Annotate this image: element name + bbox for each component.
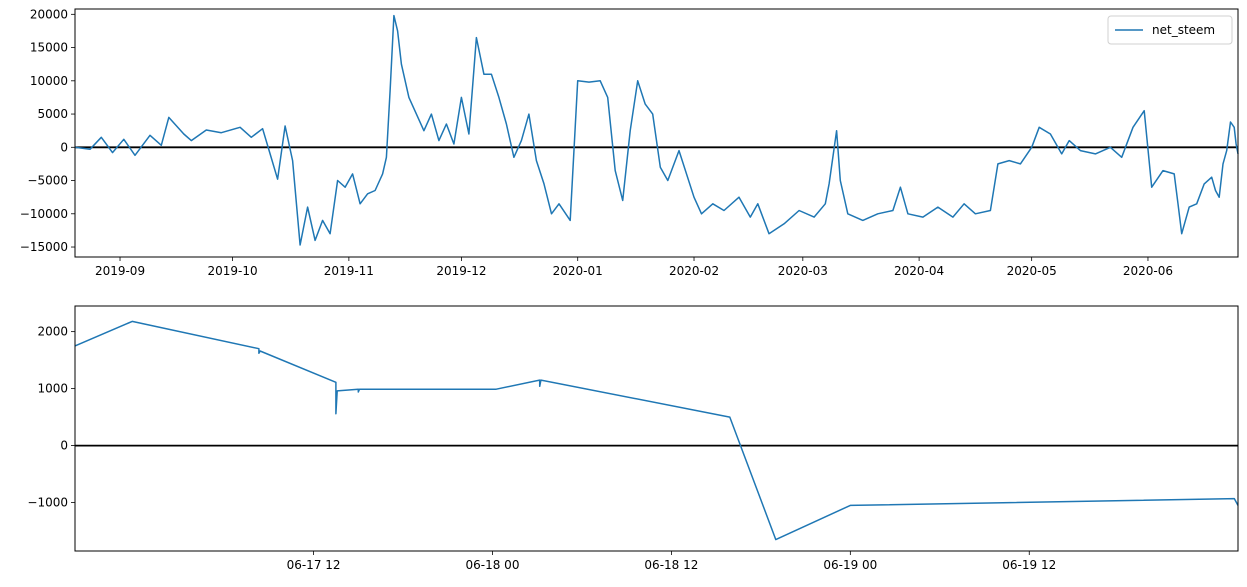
x-tick-label: 2020-02 xyxy=(669,264,719,278)
x-tick-label: 2019-10 xyxy=(207,264,257,278)
zoom-series-line xyxy=(74,320,1239,541)
x-tick-label: 06-19 00 xyxy=(823,558,877,572)
x-tick-label: 06-19 12 xyxy=(1002,558,1056,572)
x-tick-label: 2019-09 xyxy=(95,264,145,278)
x-tick-label: 2020-01 xyxy=(553,264,603,278)
y-axis-top: 20000 15000 10000 5000 0 −5000 −10000 −15000 xyxy=(20,7,75,254)
legend-box xyxy=(1107,15,1233,45)
y-tick-label: −15000 xyxy=(20,240,68,254)
y-tick-label: −1000 xyxy=(27,496,68,510)
legend-label-net-steem: net_steem xyxy=(1152,23,1215,37)
x-axis-bottom: 06-17 12 06-18 00 06-18 12 06-19 00 06-19 12 xyxy=(287,551,1056,572)
x-tick-label: 2019-12 xyxy=(436,264,486,278)
y-tick-label: 0 xyxy=(60,140,68,154)
y-axis-bottom: 2000 1000 0 −1000 xyxy=(27,325,75,510)
x-tick-label: 06-18 12 xyxy=(644,558,698,572)
y-tick-label: 1000 xyxy=(37,382,68,396)
x-tick-label: 2019-11 xyxy=(324,264,374,278)
net-steem-series-line xyxy=(74,14,1239,246)
chart-net-steem-overview: 20000 15000 10000 5000 0 −5000 −10000 −15000 20… xyxy=(20,7,1239,278)
y-tick-label: 0 xyxy=(60,439,68,453)
plot-frame-top xyxy=(74,8,1239,258)
x-tick-label: 2020-05 xyxy=(1007,264,1057,278)
y-tick-label: −5000 xyxy=(27,174,68,188)
y-tick-label: 15000 xyxy=(30,41,68,55)
x-tick-label: 2020-03 xyxy=(778,264,828,278)
y-tick-label: 2000 xyxy=(37,325,68,339)
x-axis-top: 2019-09 2019-10 2019-11 2019-12 2020-01 2020-… xyxy=(95,257,1173,278)
y-tick-label: 5000 xyxy=(37,107,68,121)
x-tick-label: 06-17 12 xyxy=(287,558,341,572)
y-tick-label: −10000 xyxy=(20,207,68,221)
legend: net_steem xyxy=(1107,15,1233,45)
x-tick-label: 2020-04 xyxy=(894,264,944,278)
y-tick-label: 10000 xyxy=(30,74,68,88)
x-tick-label: 06-18 00 xyxy=(466,558,520,572)
x-tick-label: 2020-06 xyxy=(1123,264,1173,278)
plot-frame-bottom xyxy=(74,305,1239,552)
y-tick-label: 20000 xyxy=(30,7,68,21)
